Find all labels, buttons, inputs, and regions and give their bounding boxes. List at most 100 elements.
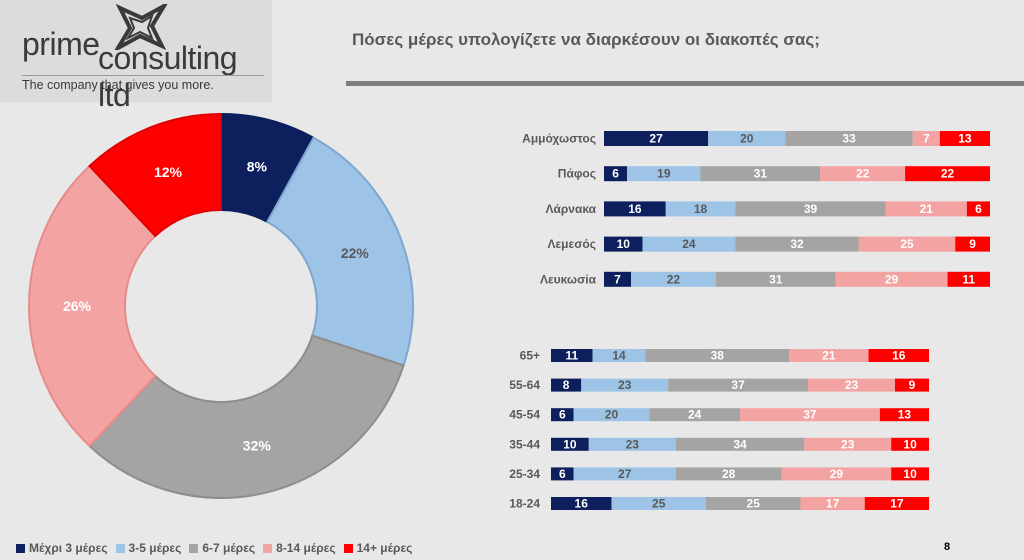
bar-data-label: 37: [731, 378, 745, 392]
legend-swatch: [343, 543, 353, 553]
bar-segment: [789, 349, 869, 362]
bar-segment: [858, 236, 956, 252]
category-label: Λάρνακα: [545, 202, 596, 216]
bar-segment: [947, 271, 990, 287]
bar-segment: [700, 166, 821, 182]
bar-data-label: 33: [842, 132, 856, 146]
donut-data-label: 12%: [154, 164, 183, 180]
bar-segment: [551, 378, 582, 392]
bar-data-label: 11: [962, 272, 975, 286]
bar-segment: [894, 378, 929, 392]
bar-segment: [835, 271, 948, 287]
bar-data-label: 7: [923, 132, 930, 146]
bar-data-label: 10: [563, 437, 577, 451]
bar-data-label: 22: [667, 272, 681, 286]
category-label: 55-64: [509, 378, 540, 392]
bar-segment: [573, 467, 676, 481]
bar-data-label: 20: [605, 408, 619, 422]
bar-segment: [675, 467, 782, 481]
bar-data-label: 9: [969, 237, 976, 251]
category-label: Πάφος: [558, 167, 596, 181]
bar-data-label: 23: [618, 378, 632, 392]
bar-data-label: 19: [657, 167, 671, 181]
bar-data-label: 38: [711, 349, 725, 363]
bar-segment: [781, 467, 892, 481]
bar-segment: [668, 378, 809, 392]
legend-swatch: [16, 543, 25, 553]
bar-data-label: 10: [903, 467, 917, 481]
bar-segment: [885, 201, 967, 217]
bar-data-label: 27: [618, 467, 632, 481]
bar-segment: [715, 271, 836, 287]
bar-segment: [573, 408, 650, 422]
bar-data-label: 22: [941, 167, 955, 181]
bar-segment: [551, 408, 574, 422]
bar-segment: [604, 131, 709, 146]
bar-data-label: 28: [722, 467, 736, 481]
bar-segment: [735, 201, 886, 217]
bar-data-label: 13: [958, 132, 972, 146]
legend-label: 14+ μέρες: [356, 541, 413, 555]
legend-item: 8-14 μέρες: [263, 541, 336, 555]
logo-text-prime: prime: [22, 26, 100, 62]
bar-segment: [891, 437, 929, 451]
bar-data-label: 6: [612, 167, 619, 181]
bar-data-label: 11: [565, 349, 578, 363]
bar-data-label: 23: [841, 437, 855, 451]
bar-data-label: 6: [559, 408, 566, 422]
bar-data-label: 31: [754, 167, 768, 181]
bar-data-label: 34: [733, 437, 747, 451]
bar-segment: [955, 236, 990, 252]
legend-label: 3-5 μέρες: [128, 541, 182, 555]
bar-data-label: 29: [885, 272, 899, 286]
bar-segment: [604, 201, 666, 217]
bar-data-label: 6: [559, 467, 566, 481]
bar-data-label: 31: [769, 272, 783, 286]
bar-segment: [966, 201, 990, 217]
bar-data-label: 39: [804, 202, 818, 216]
bar-segment: [551, 437, 589, 451]
donut-data-label: 26%: [63, 298, 92, 314]
bar-segment: [551, 467, 574, 481]
bar-segment: [905, 166, 990, 182]
bar-data-label: 37: [803, 408, 817, 422]
bar-segment: [820, 166, 906, 182]
bar-data-label: 9: [909, 378, 916, 392]
donut-slice: [88, 334, 405, 499]
bar-data-label: 16: [892, 349, 906, 363]
bar-segment: [879, 408, 929, 422]
logo-divider: [22, 75, 264, 76]
category-label: Λευκωσία: [540, 272, 597, 286]
bar-data-label: 17: [826, 497, 840, 511]
bar-data-label: 7: [614, 272, 621, 286]
bar-data-label: 8: [563, 378, 570, 392]
bar-data-label: 27: [649, 132, 663, 146]
title-rule: [346, 81, 1024, 86]
bar-segment: [675, 437, 805, 451]
bar-segment: [665, 201, 736, 217]
legend-item: 3-5 μέρες: [115, 541, 182, 555]
logo-tagline: The company that gives you more.: [22, 78, 214, 92]
bar-data-label: 21: [920, 202, 934, 216]
bar-data-label: 6: [975, 202, 982, 216]
bar-data-label: 32: [790, 237, 804, 251]
bar-segment: [588, 437, 676, 451]
bar-data-label: 10: [903, 437, 917, 451]
category-label: 65+: [520, 349, 540, 363]
legend-swatch: [189, 543, 199, 553]
bar-data-label: 18: [694, 202, 708, 216]
category-label: 18-24: [509, 497, 540, 511]
bar-segment: [627, 166, 701, 182]
chart-legend: Μέχρι 3 μέρες 3-5 μέρες 6-7 μέρες 8-14 μέρε…: [16, 541, 412, 555]
legend-swatch: [263, 543, 273, 553]
bar-segment: [642, 236, 736, 252]
category-label: Λεμεσός: [547, 237, 596, 251]
bar-data-label: 25: [900, 237, 914, 251]
bar-segment: [708, 131, 786, 146]
legend-swatch: [115, 543, 125, 553]
bar-segment: [631, 271, 716, 287]
bar-segment: [611, 497, 706, 510]
page-title: Πόσες μέρες υπολογίζετε να διαρκέσουν οι…: [352, 30, 820, 49]
legend-label: Μέχρι 3 μέρες: [29, 541, 108, 555]
bar-segment: [740, 408, 880, 422]
